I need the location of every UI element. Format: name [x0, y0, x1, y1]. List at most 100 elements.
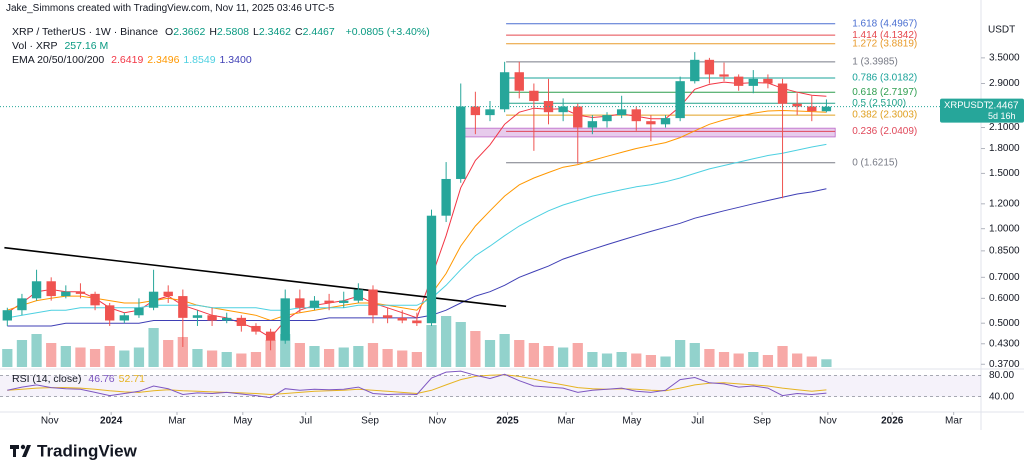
fib-label: 0.382 (2.3003) — [852, 110, 917, 121]
candle-body — [412, 320, 422, 324]
volume-bar — [601, 353, 613, 367]
candle-body — [602, 115, 612, 122]
volume-bar — [367, 343, 379, 367]
ohlc-value: 2.4467 — [302, 26, 335, 38]
symbol-legend: XRP / TetherUS · 1W · Binance O2.3662 H2.… — [12, 26, 434, 38]
ohlc-letter: C — [295, 26, 303, 38]
volume-bar — [60, 346, 71, 367]
candle-body — [719, 74, 729, 77]
y-tick-label: 0.3700 — [989, 359, 1020, 370]
candle-body — [646, 121, 656, 125]
ema-value: 2.6419 — [111, 54, 144, 66]
volume-value: 257.16 M — [64, 40, 109, 52]
candle-body — [2, 310, 12, 321]
candle-body — [558, 106, 568, 113]
trendline — [4, 246, 507, 308]
candle-body — [295, 298, 305, 308]
volume-bar — [338, 347, 349, 367]
volume-bar — [221, 352, 232, 367]
rsi-ma-line — [7, 374, 827, 396]
y-tick-label: 3.5000 — [989, 53, 1020, 64]
candle-body — [236, 317, 247, 326]
volume-bar — [806, 356, 817, 367]
candle-body — [134, 307, 144, 316]
volume-bar — [528, 343, 539, 367]
ema-value: 1.3400 — [219, 54, 252, 66]
x-tick-label: Sep — [753, 416, 771, 427]
volume-bar — [353, 346, 364, 367]
footer-logo: TradingView — [37, 441, 138, 460]
candle-body — [485, 109, 495, 116]
volume-bar — [645, 355, 657, 367]
volume-bar — [382, 349, 393, 367]
y-tick-label: 1.8000 — [989, 143, 1020, 154]
last-price-box — [940, 98, 1024, 123]
last-price-symbol: XRPUSDT — [944, 100, 990, 111]
last-price-countdown: 5d 16h — [988, 111, 1016, 121]
candle-body — [309, 300, 320, 308]
logo-shape — [22, 445, 31, 457]
y-tick-label: 1.5000 — [989, 168, 1020, 179]
volume-bar — [16, 340, 28, 367]
rsi-legend: RSI (14, close) 46.76 52.71 — [12, 373, 149, 385]
volume-bar — [631, 353, 642, 367]
y-tick-label: 0.4300 — [989, 338, 1020, 349]
candle-body — [148, 291, 159, 308]
x-tick-label: 2024 — [100, 416, 123, 427]
fib-label: 1 (3.3985) — [852, 57, 898, 68]
volume-bar — [411, 352, 422, 367]
x-tick-label: 2026 — [881, 416, 904, 427]
x-tick-label: Nov — [819, 416, 837, 427]
fib-label: 0.618 (2.7197) — [852, 87, 917, 98]
rsi-ma-value: 52.71 — [118, 373, 145, 385]
volume-bar — [163, 340, 174, 367]
volume-bar — [792, 353, 803, 367]
volume-bar — [689, 343, 700, 367]
fib-label: 0.786 (3.0182) — [852, 73, 917, 84]
volume-bar — [704, 349, 715, 367]
candle-body — [704, 59, 715, 75]
candle-body — [17, 298, 27, 311]
volume-bar — [484, 340, 496, 367]
candle-body — [587, 121, 598, 128]
candle-body — [616, 109, 627, 116]
candle-body — [456, 106, 466, 179]
y-tick-label: 1.0000 — [989, 223, 1020, 234]
volume-bar — [236, 353, 247, 367]
ohlc-letter: O — [165, 26, 174, 38]
volume-bar — [104, 346, 115, 367]
ema-line — [7, 143, 827, 319]
y-tick-label: 1.2000 — [989, 198, 1020, 209]
volume-bar — [441, 316, 452, 367]
volume-bar — [309, 346, 320, 367]
candle-body — [105, 305, 115, 321]
volume-bar — [455, 322, 466, 367]
candle-body — [690, 59, 700, 82]
candle-body — [748, 78, 758, 86]
y-tick-label: 0.6000 — [989, 293, 1020, 304]
ohlc-value: 2.3462 — [258, 26, 291, 38]
volume-legend: Vol · XRP 257.16 M — [12, 40, 112, 52]
volume-name: Vol · XRP — [12, 40, 58, 52]
x-tick-label: May — [233, 416, 252, 427]
candle-body — [368, 289, 378, 316]
last-price-value: 2.4467 — [988, 100, 1019, 111]
volume-bar — [46, 343, 57, 367]
candle-body — [792, 103, 802, 107]
y-tick-label: 0.5000 — [989, 318, 1020, 329]
rsi-tick-label: 80.00 — [989, 370, 1014, 381]
x-tick-label: Jul — [691, 416, 704, 427]
candle-body — [324, 300, 334, 303]
candle-body — [163, 291, 173, 297]
fib-label: 0.5 (2.5100) — [852, 98, 906, 109]
attribution: Jake_Simmons created with TradingView.co… — [6, 3, 335, 14]
ema-value: 2.3496 — [147, 54, 180, 66]
volume-bar — [177, 337, 188, 367]
candle-body — [46, 281, 56, 297]
candle-body — [75, 291, 86, 294]
fib-label: 0 (1.6215) — [852, 157, 898, 168]
volume-bar — [660, 356, 671, 367]
volume-bar — [543, 346, 554, 367]
candle-body — [821, 106, 832, 112]
